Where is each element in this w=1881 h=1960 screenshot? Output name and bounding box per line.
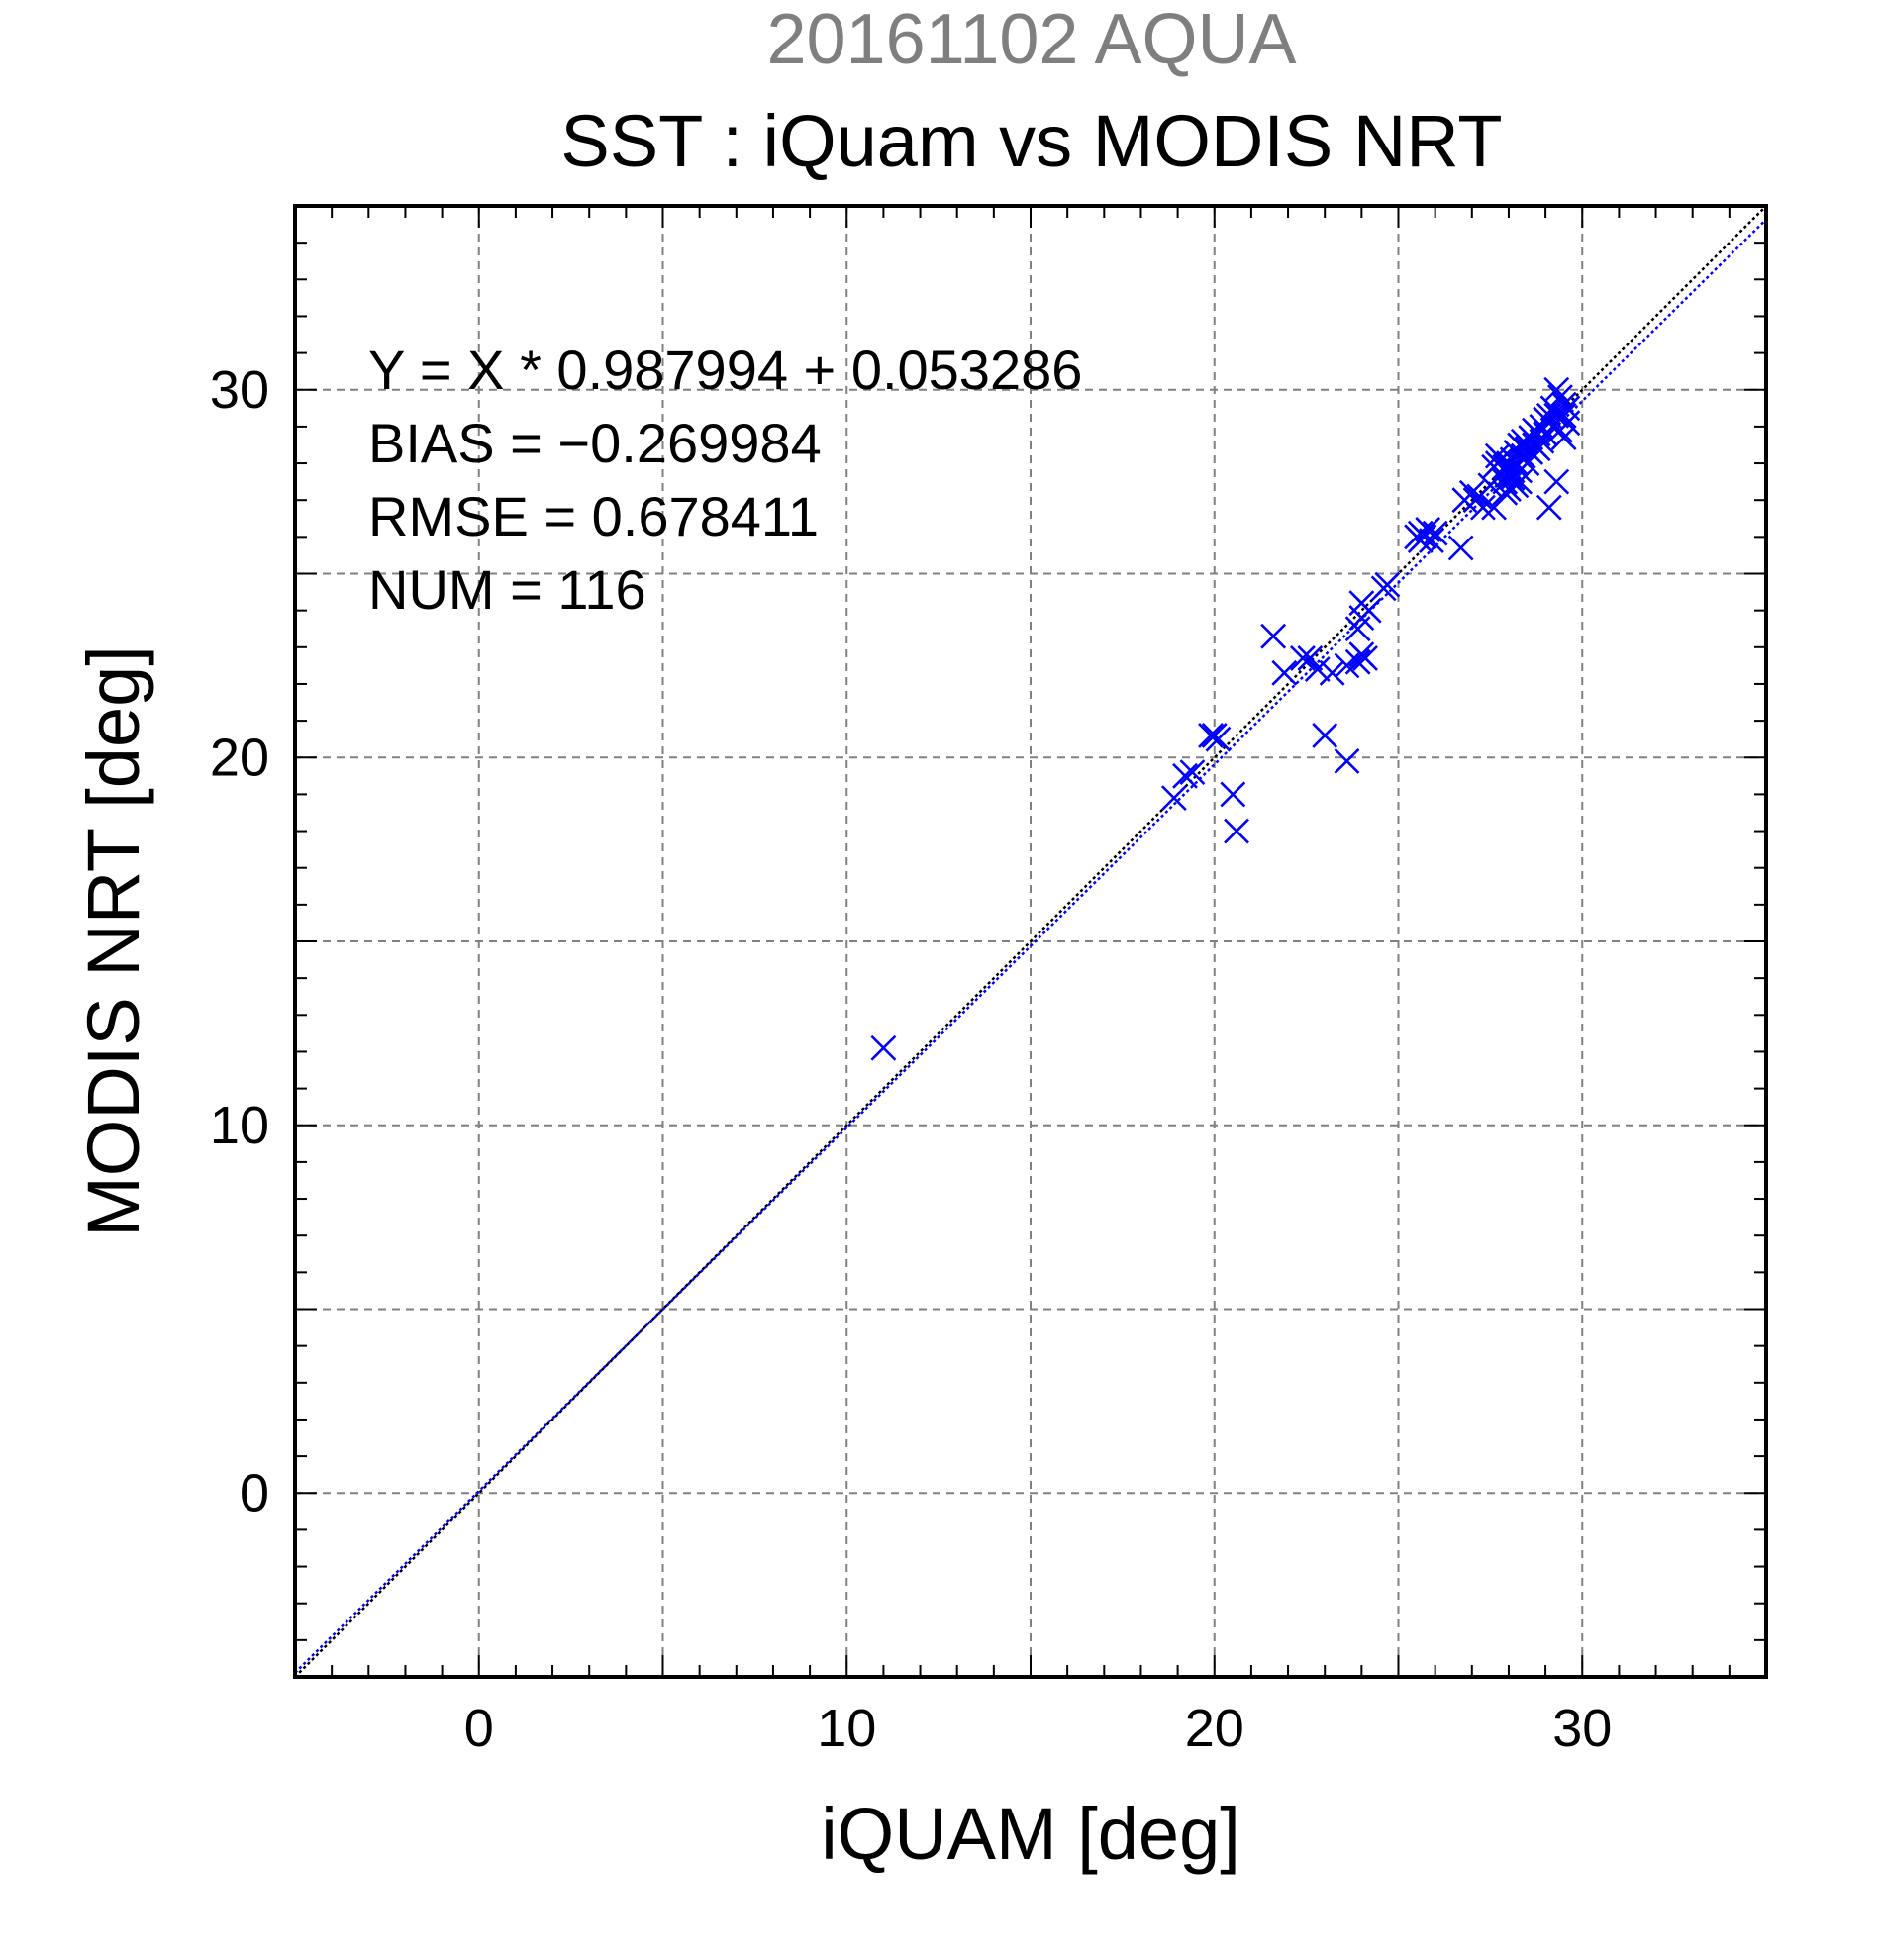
data-point (1289, 645, 1316, 671)
x-tick-labels: 0 10 20 30 (464, 1699, 1613, 1758)
data-point (1447, 535, 1474, 561)
data-point (1172, 762, 1198, 789)
data-point (1535, 494, 1562, 521)
x-axis-label: iQUAM [deg] (821, 1793, 1240, 1875)
data-point (1348, 590, 1375, 617)
data-point (1374, 571, 1401, 598)
rmse-value: RMSE = 0.678411 (368, 485, 819, 547)
data-point (1352, 645, 1378, 671)
data-point (1525, 436, 1551, 462)
data-point (1543, 468, 1570, 495)
y-axis-label: MODIS NRT [deg] (72, 645, 154, 1237)
data-point (1422, 520, 1448, 546)
data-point (1554, 395, 1581, 422)
x-tick-label: 0 (464, 1699, 494, 1758)
data-point (1312, 723, 1338, 748)
x-tick-label: 10 (817, 1699, 876, 1758)
data-point (1529, 428, 1555, 454)
num-value: NUM = 116 (368, 558, 646, 621)
y-tick-labels: 0 10 20 30 (210, 360, 269, 1523)
y-tick-label: 20 (210, 728, 269, 787)
data-point (1543, 376, 1570, 403)
data-point (1220, 781, 1246, 808)
regression-equation: Y = X * 0.987994 + 0.053286 (368, 339, 1082, 401)
data-point (1224, 818, 1249, 844)
data-point (1507, 468, 1534, 495)
data-point (1297, 645, 1324, 671)
data-point (1205, 726, 1232, 752)
y-tick-label: 10 (210, 1096, 269, 1155)
identity-line (295, 206, 1766, 1677)
chart-title: SST : iQuam vs MODIS NRT (560, 100, 1502, 182)
x-tick-label: 30 (1552, 1699, 1612, 1758)
data-point (1550, 402, 1577, 429)
chart-date-title: 20161102 AQUA (766, 0, 1296, 79)
data-point (1179, 759, 1206, 786)
data-point (1304, 656, 1331, 683)
data-point (1198, 723, 1224, 748)
bias-value: BIAS = −0.269984 (368, 412, 822, 474)
data-point (1160, 785, 1187, 812)
data-point (1407, 528, 1434, 553)
y-tick-label: 0 (240, 1463, 269, 1522)
data-point (1344, 648, 1371, 675)
x-tick-label: 20 (1185, 1699, 1244, 1758)
data-points (870, 376, 1581, 1061)
y-tick-label: 30 (210, 360, 269, 420)
data-point (1470, 494, 1496, 521)
data-point (1419, 528, 1444, 553)
data-point (1458, 479, 1485, 506)
data-point (1481, 494, 1508, 521)
data-point (1271, 659, 1298, 686)
data-point (1319, 659, 1345, 686)
stats-box: Y = X * 0.987994 + 0.053286 BIAS = −0.26… (368, 339, 1082, 621)
data-point (1334, 748, 1360, 774)
data-point (870, 1034, 897, 1061)
data-point (1550, 425, 1577, 450)
data-point (1260, 623, 1287, 649)
plot-frame (293, 204, 1768, 1679)
